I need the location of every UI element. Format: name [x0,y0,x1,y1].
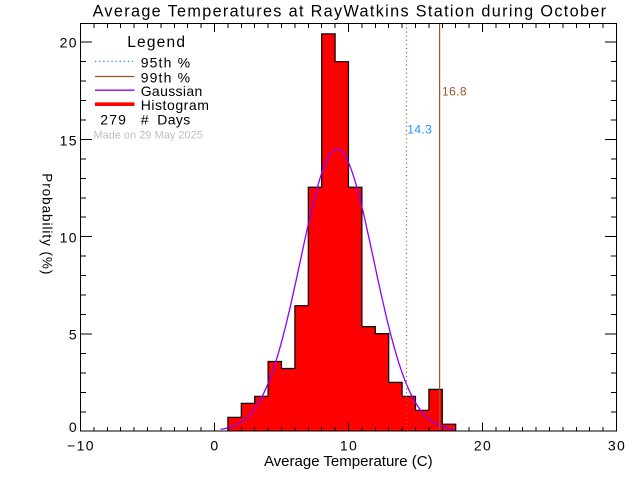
svg-text:279: 279 [100,111,127,127]
svg-text:30: 30 [608,438,626,454]
svg-text:Probability (%): Probability (%) [40,173,55,275]
svg-text:# Days: # Days [141,111,191,127]
svg-text:14.3: 14.3 [407,122,432,136]
svg-text:Gaussian: Gaussian [141,83,203,99]
svg-text:Average Temperatures at RayWat: Average Temperatures at RayWatkins Stati… [93,2,608,20]
svg-text:0: 0 [210,438,219,454]
svg-text:10: 10 [60,229,78,245]
svg-text:20: 20 [474,438,492,454]
svg-text:Histogram: Histogram [141,97,210,113]
svg-text:Legend: Legend [127,34,186,51]
svg-text:95th %: 95th % [141,55,192,71]
svg-text:15: 15 [60,133,78,149]
svg-text:99th %: 99th % [141,70,192,86]
svg-text:20: 20 [60,35,78,51]
svg-text:0: 0 [69,419,78,435]
svg-text:5: 5 [69,326,78,342]
svg-text:Average Temperature (C): Average Temperature (C) [264,453,433,470]
svg-text:Made on 29 May 2025: Made on 29 May 2025 [94,129,203,141]
svg-text:−10: −10 [67,438,95,454]
svg-text:16.8: 16.8 [442,85,467,99]
svg-text:10: 10 [340,438,358,454]
